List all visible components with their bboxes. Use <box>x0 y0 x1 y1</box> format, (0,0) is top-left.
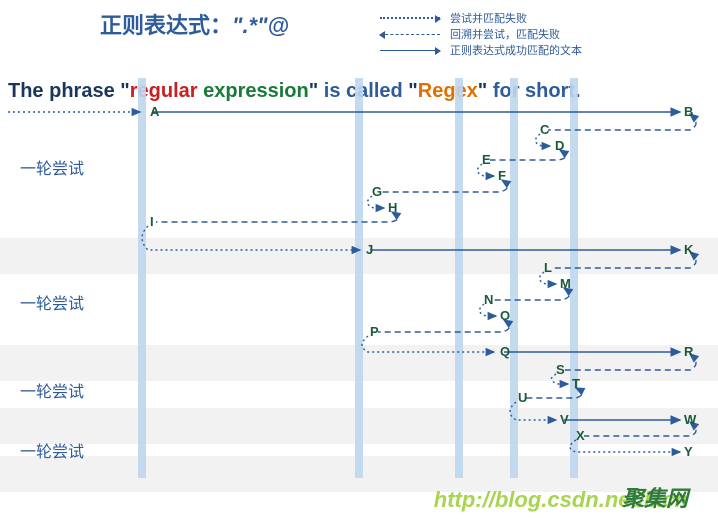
node-label: Q <box>500 344 510 359</box>
node-label: E <box>482 152 491 167</box>
node-label: M <box>560 276 571 291</box>
watermark-cn: 聚集网 <box>622 481 688 513</box>
path-line <box>510 402 556 420</box>
node-label: X <box>576 428 585 443</box>
node-label: N <box>484 292 493 307</box>
node-label: C <box>540 122 550 137</box>
path-line <box>548 114 696 130</box>
path-line <box>584 422 696 436</box>
node-label: S <box>556 362 565 377</box>
node-label: I <box>150 214 154 229</box>
node-label: K <box>684 242 694 257</box>
path-line <box>142 226 360 250</box>
path-line <box>564 354 696 370</box>
path-line <box>492 288 570 300</box>
node-label: B <box>684 104 693 119</box>
node-label: O <box>500 308 510 323</box>
node-label: Y <box>684 444 693 459</box>
node-label: W <box>684 412 697 427</box>
node-label: U <box>518 390 527 405</box>
path-line <box>380 180 508 192</box>
node-label: D <box>555 138 564 153</box>
node-label: J <box>366 242 373 257</box>
diagram-svg: A B CD EF GH I J K LM NO P Q R ST U V W X Y <box>0 0 718 519</box>
node-label: L <box>544 260 552 275</box>
node-label: F <box>498 168 506 183</box>
path-line <box>378 320 510 332</box>
node-label: G <box>372 184 382 199</box>
node-label: P <box>370 324 379 339</box>
path-line <box>156 212 398 222</box>
node-label: A <box>150 104 160 119</box>
node-label: H <box>388 200 397 215</box>
node-label: T <box>572 376 580 391</box>
path-line <box>552 252 696 268</box>
node-label: V <box>560 412 569 427</box>
path-line <box>362 336 494 352</box>
path-line <box>570 440 680 452</box>
node-label: R <box>684 344 694 359</box>
